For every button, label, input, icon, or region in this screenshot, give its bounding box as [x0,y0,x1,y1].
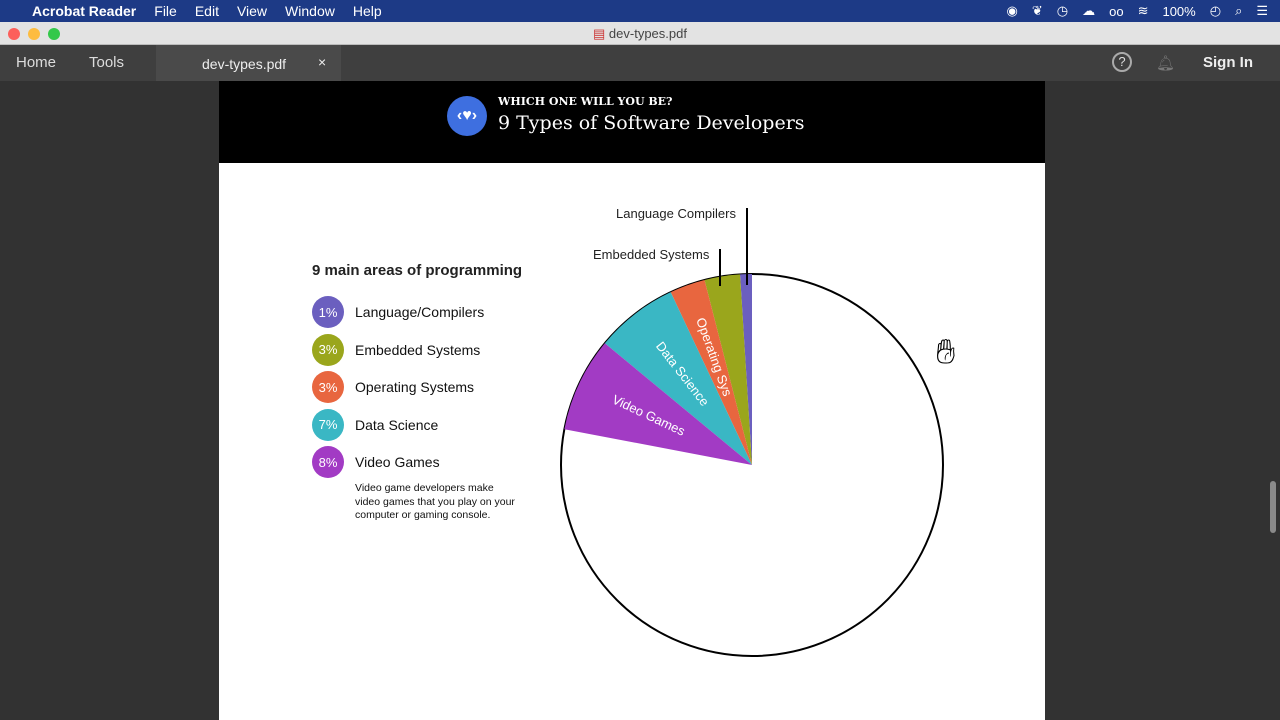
legend-badge: 3% [312,333,344,366]
vertical-scrollbar[interactable] [1270,481,1276,533]
legend-title: 9 main areas of programming [312,262,523,279]
legend-badge: 3% [312,371,344,403]
callout-embedded-systems: Embedded Systems [593,247,710,262]
timer-icon[interactable]: ◷ [1056,3,1069,18]
tools-tab[interactable]: Tools [89,54,125,71]
legend-item: 1% Language/Compilers [312,296,484,328]
document-viewer[interactable]: ‹♥› WHICH ONE WILL YOU BE? 9 Types of So… [0,81,1280,720]
legend-label: Operating Systems [355,379,475,395]
menu-edit[interactable]: Edit [194,3,219,19]
pie-slice [704,274,752,465]
list-icon[interactable]: ☰ [1256,3,1268,18]
legend-label: Video Games [355,454,440,470]
bell-icon[interactable]: 🔔︎ [1156,55,1176,72]
sign-in-button[interactable]: Sign In [1203,54,1253,71]
page-title: 9 Types of Software Developers [498,112,805,134]
hand-cursor-icon: ✋︎ [936,333,956,371]
menu-file[interactable]: File [154,3,177,19]
menu-help[interactable]: Help [352,3,382,19]
description: Video game developers make video games t… [355,482,515,521]
close-window-button[interactable] [8,28,20,40]
window-title: dev-types.pdf [608,26,687,41]
logo-icon: ‹♥› [447,96,487,136]
pie-slice [740,274,752,465]
toolbar: Home Tools dev-types.pdf × ? 🔔︎ Sign In [0,45,1280,81]
header-banner: ‹♥› WHICH ONE WILL YOU BE? 9 Types of So… [219,81,1045,163]
legend-badge: 7% [312,408,344,441]
zoom-window-button[interactable] [48,28,60,40]
kicker: WHICH ONE WILL YOU BE? [498,95,673,108]
glasses-icon[interactable]: oo [1109,3,1124,19]
document-tab-label: dev-types.pdf [202,56,287,72]
legend-item: 3% Operating Systems [312,371,474,403]
home-tab[interactable]: Home [16,54,57,71]
banner-curve [219,151,1045,163]
legend-badge: 8% [312,446,344,478]
help-icon[interactable]: ? [1112,52,1132,72]
evernote-icon[interactable]: ❦ [1031,3,1043,18]
clock-icon[interactable]: ◴ [1209,3,1222,18]
legend-label: Data Science [355,416,439,433]
legend-item: 3% Embedded Systems [312,333,481,366]
pie-slice [670,280,752,465]
title-bar: ▤ dev-types.pdf [0,22,1280,45]
document-tab[interactable]: dev-types.pdf × [156,45,341,81]
menu-view[interactable]: View [236,3,268,19]
menu-window[interactable]: Window [285,3,335,19]
search-icon[interactable]: ⌕ [1235,3,1243,18]
legend-item: 7% Data Science [312,408,439,441]
pdf-icon: ▤ [593,26,609,41]
legend-badge: 1% [312,296,344,328]
pie-slice [564,343,752,465]
legend-label: Embedded Systems [355,341,481,358]
menu-app[interactable]: Acrobat Reader [32,3,137,19]
callout-language-compilers: Language Compilers [616,206,736,221]
pie-slice [604,292,752,465]
legend-label: Language/Compilers [355,304,485,320]
record-icon[interactable]: ◉ [1006,3,1018,18]
legend-item: 8% Video Games [312,446,440,478]
cloud-upload-icon[interactable]: ☁ [1082,3,1096,18]
pdf-page: ‹♥› WHICH ONE WILL YOU BE? 9 Types of So… [219,81,1045,720]
battery-label[interactable]: 100% [1162,3,1196,19]
menu-bar: Acrobat Reader File Edit View Window Hel… [0,0,1280,22]
close-tab-icon[interactable]: × [318,54,327,70]
minimize-window-button[interactable] [28,28,40,40]
wifi-icon[interactable]: ≋ [1137,3,1149,18]
